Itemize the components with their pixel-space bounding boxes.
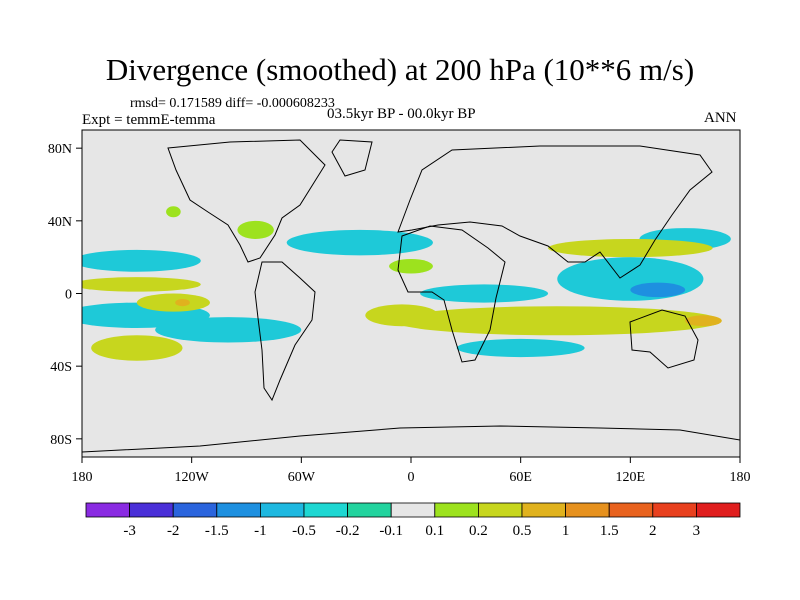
- south-america-coast: [254, 261, 316, 402]
- colorbar-swatch: [390, 502, 436, 518]
- x-tick-label: 180: [730, 470, 751, 485]
- y-tick-label: 80N: [48, 142, 72, 157]
- colorbar-label: 0.2: [469, 523, 488, 539]
- region-positive-17: [389, 258, 433, 274]
- y-tick-label: 80S: [50, 433, 72, 448]
- colorbar-swatch: [129, 502, 174, 518]
- region-positive-14: [548, 239, 713, 258]
- colorbar-swatch: [85, 502, 130, 518]
- colorbar-label: -2: [167, 523, 180, 539]
- eurasia-coast: [397, 145, 713, 279]
- region-positive-15: [237, 220, 274, 240]
- colorbar-swatch: [477, 502, 523, 518]
- y-tick-label: 0: [65, 288, 72, 303]
- colorbar-swatch: [347, 502, 392, 518]
- x-tick-label: 0: [408, 470, 415, 485]
- colorbar-swatch: [434, 502, 479, 518]
- colorbar-label: -0.2: [336, 523, 360, 539]
- colorbar-label: 1: [562, 523, 570, 539]
- region-negative-4: [420, 284, 549, 303]
- colorbar-swatch: [259, 502, 305, 518]
- period-label: 03.5kyr BP - 00.0kyr BP: [327, 106, 476, 122]
- colorbar-label: 3: [693, 523, 701, 539]
- region-negative-6: [456, 338, 585, 358]
- region-positive-11: [136, 293, 210, 312]
- x-tick-label: 120W: [175, 470, 210, 485]
- x-tick-label: 60W: [288, 470, 316, 485]
- region-positive-13: [392, 306, 722, 336]
- season-label: ANN: [704, 110, 737, 126]
- africa-coast: [397, 225, 506, 363]
- region-negative-0: [82, 249, 201, 272]
- colorbar-swatch: [652, 502, 697, 518]
- divergence-field: [82, 206, 731, 361]
- region-negative-3: [286, 229, 433, 256]
- colorbar-label: 0.5: [513, 523, 532, 539]
- colorbar-label: -0.5: [292, 523, 316, 539]
- colorbar-swatch: [303, 502, 348, 518]
- chart-title: Divergence (smoothed) at 200 hPa (10**6 …: [105, 52, 695, 87]
- colorbar-swatch: [521, 502, 566, 518]
- x-tick-label: 120E: [616, 470, 646, 485]
- region-positive-10: [82, 277, 201, 292]
- colorbar-label: -1.5: [205, 523, 229, 539]
- region-negative-5: [557, 257, 704, 301]
- region-positive-18: [175, 298, 190, 307]
- colorbar-label: -1: [254, 523, 267, 539]
- colorbar-swatch: [696, 502, 741, 518]
- experiment-label: Expt = temmE-temma: [82, 112, 216, 128]
- region-positive-16: [166, 206, 181, 218]
- region-positive-9: [91, 335, 183, 361]
- colorbar-label: 2: [649, 523, 657, 539]
- x-tick-label: 180: [72, 470, 93, 485]
- colorbar-label: 1.5: [600, 523, 619, 539]
- x-tick-label: 60E: [509, 470, 532, 485]
- region-positive-19: [685, 315, 722, 327]
- colorbar: -3 -2 -1.5 -1 -0.5 -0.2 -0.1 0.1 0.2 0.5 1 1.5 2 3: [85, 502, 741, 539]
- map-axes: 180 120W 60W 0 60E 120E 180 80N 40N 0 40S 80S: [48, 129, 751, 485]
- colorbar-swatch: [565, 502, 610, 518]
- y-tick-label: 40N: [48, 215, 72, 230]
- coastlines: [82, 139, 740, 453]
- australia-coast: [629, 309, 699, 369]
- colorbar-swatch: [216, 502, 261, 518]
- colorbar-label: 0.1: [425, 523, 444, 539]
- stats-text: rmsd= 0.171589 diff= -0.000608233: [130, 96, 335, 111]
- colorbar-label: -0.1: [379, 523, 403, 539]
- antarctica-coast: [82, 425, 740, 453]
- north-america-coast: [167, 139, 326, 263]
- colorbar-swatch: [172, 502, 218, 518]
- region-negative-8: [630, 282, 686, 298]
- colorbar-swatch: [608, 502, 654, 518]
- colorbar-label: -3: [123, 523, 136, 539]
- greenland-coast: [331, 139, 373, 177]
- y-tick-label: 40S: [50, 360, 72, 375]
- region-negative-2: [155, 317, 302, 343]
